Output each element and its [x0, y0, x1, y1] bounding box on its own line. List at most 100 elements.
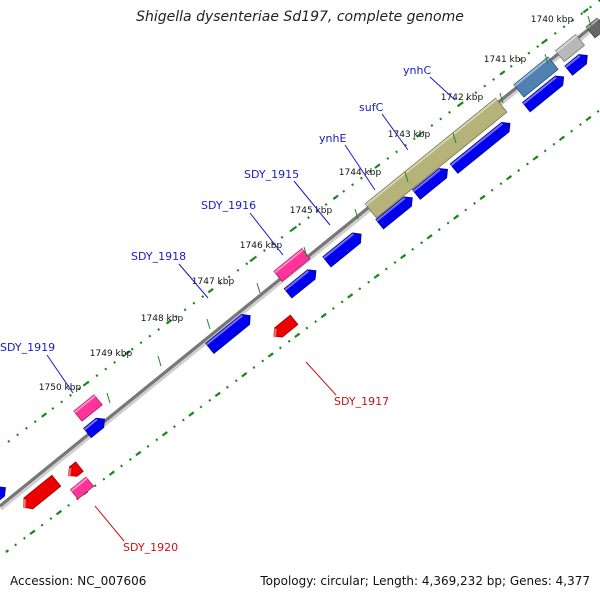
- gene-label: SDY_1915: [244, 168, 299, 181]
- grid-dots: [5, 0, 600, 553]
- feature-fwd-7-highlight: [83, 418, 98, 431]
- tick-mark-3: [452, 132, 457, 144]
- feature-operon-body: [364, 97, 508, 219]
- feature-fwd-1-body: [564, 54, 588, 76]
- feature-SDY_1918-highlight: [206, 314, 244, 346]
- tick-label: 1747 kbp: [192, 277, 235, 287]
- tick-label: 1745 kbp: [290, 206, 333, 216]
- feature-gray-dark-highlight: [586, 18, 599, 29]
- tick-label: 1744 kbp: [339, 168, 382, 178]
- feature-fwd-3-body: [449, 122, 511, 174]
- gene-label: SDY_1919: [0, 341, 55, 354]
- genome-title: Shigella dysenteriae Sd197, complete gen…: [136, 9, 464, 25]
- tick-mark-0: [587, 15, 592, 27]
- feature-fwd-2-highlight: [522, 76, 557, 105]
- gene-features: [0, 17, 600, 510]
- feature-fwd-7-body: [83, 417, 105, 439]
- gene-leader-line: [293, 180, 331, 226]
- feature-steelblue: [513, 56, 559, 98]
- gene-leader-line: [94, 505, 125, 542]
- feature-fwd-7: [83, 417, 105, 439]
- feature-fwd-edge: [0, 486, 6, 501]
- feature-fwd-2: [522, 75, 565, 113]
- gene-label: ynhC: [403, 64, 431, 77]
- feature-ynhE-region-body: [322, 232, 362, 268]
- feature-SDY_1919: [73, 394, 103, 422]
- tick-label: 1748 kbp: [141, 314, 184, 324]
- tick-mark-5: [354, 208, 359, 220]
- feature-steelblue-body: [513, 56, 559, 98]
- gene-leader-line: [178, 263, 209, 299]
- feature-fwd-1: [564, 54, 588, 76]
- feature-ynhE-region: [322, 232, 362, 268]
- gene-label: ynhE: [319, 132, 346, 145]
- feature-SDY_1919-highlight: [74, 395, 96, 414]
- gene-leader-line: [344, 144, 376, 191]
- tick-label: 1742 kbp: [441, 93, 484, 103]
- feature-gray-dark: [585, 17, 600, 39]
- feature-fwd-edge-body: [0, 486, 6, 501]
- feature-rev-1: [23, 474, 62, 510]
- feature-rev-2-body: [68, 461, 84, 477]
- feature-SDY_1920: [69, 476, 95, 500]
- gene-label: SDY_1918: [131, 250, 186, 263]
- feature-SDY_1919-body: [73, 394, 103, 422]
- feature-operon-highlight: [365, 98, 498, 206]
- tick-label: 1740 kbp: [531, 15, 574, 25]
- gene-leader-line: [381, 113, 409, 151]
- feature-operon: [364, 97, 508, 219]
- feature-SDY_1915-highlight: [274, 249, 304, 274]
- tick-label: 1741 kbp: [484, 55, 527, 65]
- feature-fwd-4-body: [412, 168, 448, 200]
- feature-fwd-5: [375, 196, 413, 230]
- tick-mark-6: [303, 246, 308, 258]
- feature-gray-dark-body: [585, 17, 600, 39]
- gene-leader-line: [305, 361, 337, 396]
- genome-summary: Topology: circular; Length: 4,369,232 bp…: [260, 574, 590, 588]
- tick-mark-4: [404, 171, 409, 183]
- feature-fwd-5-highlight: [376, 197, 406, 222]
- tick-label: 1746 kbp: [240, 241, 283, 251]
- feature-gray-highlight: [555, 34, 578, 53]
- feature-SDY_1915-body: [273, 248, 311, 282]
- tick-label: 1750 kbp: [39, 383, 82, 393]
- feature-ynhE-region-highlight: [323, 233, 354, 259]
- feature-SDY_1920-body: [69, 476, 95, 500]
- feature-fwd-2-body: [522, 75, 565, 113]
- tick-label: 1749 kbp: [90, 349, 133, 359]
- tick-mark-10: [106, 392, 111, 404]
- tick-mark-1: [544, 53, 549, 65]
- feature-fwd-3-highlight: [450, 122, 504, 166]
- feature-SDY_1917-body: [273, 314, 299, 338]
- feature-SDY_1915: [273, 248, 311, 282]
- feature-SDY_1917-highlight: [273, 328, 277, 338]
- tick-label: 1743 kbp: [388, 130, 431, 140]
- accession-text: Accession: NC_007606: [10, 574, 147, 588]
- feature-SDY_1917: [273, 314, 299, 338]
- feature-rev-2-highlight: [68, 468, 72, 477]
- gene-label: SDY_1916: [201, 199, 256, 212]
- feature-SDY_1920-highlight: [70, 477, 88, 492]
- gene-leader-line: [46, 354, 74, 394]
- feature-steelblue-highlight: [514, 57, 550, 87]
- tick-mark-7: [256, 282, 261, 294]
- feature-fwd-5-body: [375, 196, 413, 230]
- feature-rev-2: [68, 461, 84, 477]
- outer-dash-line: [7, 0, 600, 443]
- tick-mark-9: [157, 355, 162, 367]
- feature-gray: [554, 33, 586, 63]
- feature-fwd-3: [449, 122, 511, 174]
- kbp-ticks: 1740 kbp 1741 kbp 1742 kbp 1743 kbp 1744 kbp…: [39, 15, 592, 404]
- gene-labels: ynhC sufC ynhE SDY_1915 SDY_1916 SDY_1918 SDY_…: [0, 64, 456, 554]
- feature-SDY_1916-body: [283, 269, 317, 299]
- gene-label: SDY_1920: [123, 541, 178, 554]
- feature-SDY_1918-body: [205, 313, 251, 354]
- inner-dot-line: [5, 109, 600, 553]
- gene-leader-line: [429, 76, 456, 101]
- gene-leader-line: [249, 212, 284, 256]
- feature-gray-body: [554, 33, 586, 63]
- feature-SDY_1916: [283, 269, 317, 299]
- gene-label: sufC: [359, 101, 384, 114]
- feature-fwd-4-highlight: [412, 168, 441, 192]
